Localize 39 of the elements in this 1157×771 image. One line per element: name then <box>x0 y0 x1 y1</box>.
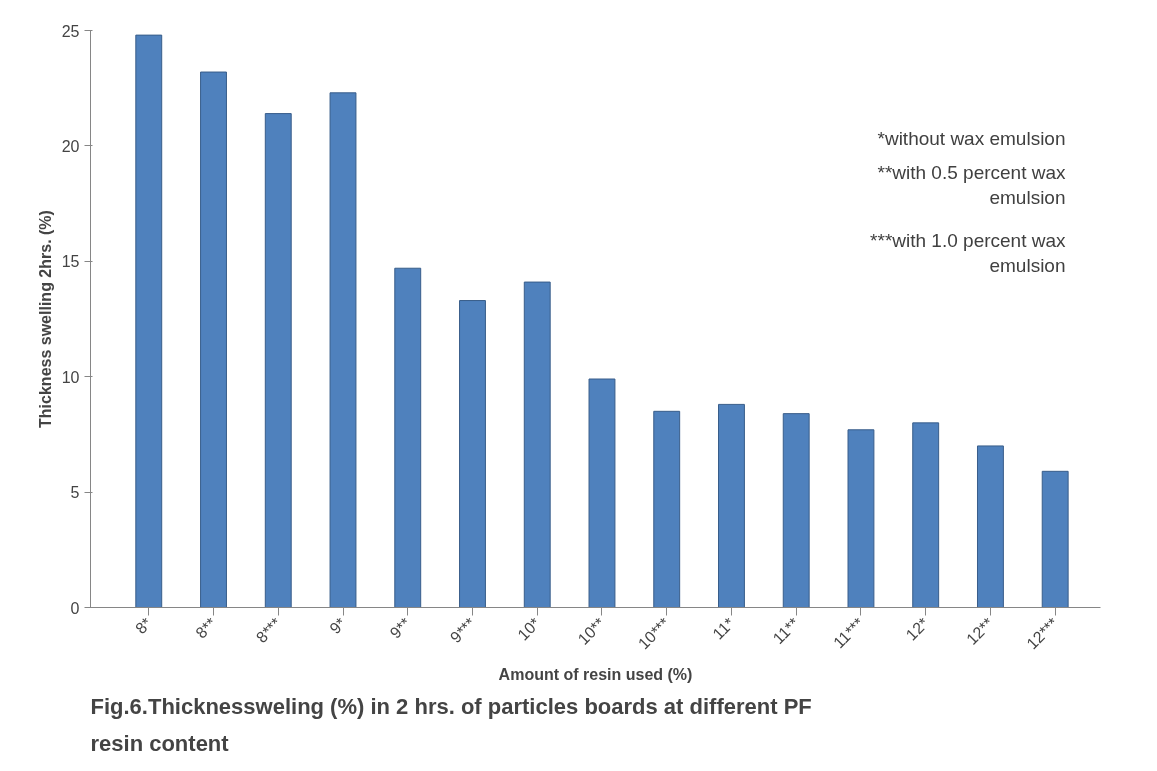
bar <box>588 378 616 608</box>
bar <box>394 267 422 608</box>
bar <box>847 429 875 608</box>
bar <box>200 71 227 608</box>
bar <box>329 92 357 608</box>
x-tick-label: 10** <box>574 614 608 648</box>
x-tick-label: 9* <box>326 614 350 638</box>
bar <box>912 422 940 608</box>
bar <box>1041 470 1069 608</box>
y-tick-label: 20 <box>61 137 80 155</box>
x-tick-label: 10* <box>514 614 544 644</box>
bar <box>264 113 292 608</box>
bar <box>976 445 1004 608</box>
bar <box>135 34 163 608</box>
x-axis-title: Amount of resin used (%) <box>498 666 693 684</box>
x-tick-label: 9*** <box>446 614 479 647</box>
x-tick-label: 8** <box>192 614 220 642</box>
bar <box>782 413 810 608</box>
x-tick-label: 12* <box>902 614 932 644</box>
bar <box>653 410 681 608</box>
x-tick-label: 11* <box>709 614 738 643</box>
y-tick-label: 15 <box>61 253 80 271</box>
text: Fig.6.Thicknessweling (%) in 2 hrs. of particles boards at different PF resin content <box>90 693 812 756</box>
annotation: *without wax emulsion <box>877 127 1066 149</box>
y-tick-label: 5 <box>70 484 80 502</box>
y-tick-label: 0 <box>70 599 80 617</box>
annotation: **with 0.5 percent wax emulsion <box>877 161 1066 208</box>
annotation: ***with 1.0 percent wax emulsion <box>870 229 1066 276</box>
bar <box>718 403 745 608</box>
x-tick-label: 12** <box>963 614 997 648</box>
x-tick-label: 8*** <box>252 614 285 647</box>
y-tick-label: 25 <box>61 22 80 40</box>
x-tick-label: 9** <box>386 614 414 642</box>
x-tick-label: 11** <box>769 614 803 648</box>
x-tick-label: 8* <box>132 614 155 638</box>
y-tick-label: 10 <box>61 368 80 386</box>
bar <box>523 281 551 608</box>
bar <box>459 300 486 608</box>
y-axis-title: Thickness swelling 2hrs. (%) <box>36 210 54 428</box>
